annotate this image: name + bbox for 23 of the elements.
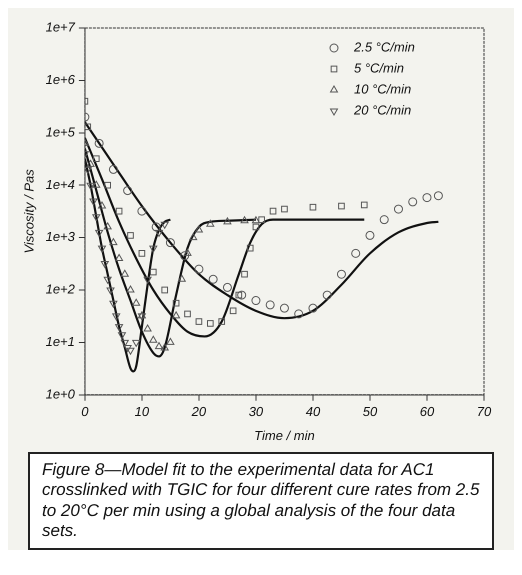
x-tick-label: 70 [476,404,492,420]
y-tick-label: 1e+7 [46,20,76,35]
x-tick-label: 20 [190,404,207,420]
y-tick-label: 1e+0 [46,386,76,402]
x-tick-label: 40 [306,404,321,420]
y-tick-label: 1e+2 [46,282,76,297]
legend-label: 2.5 °C/min [353,40,415,55]
y-tick-label: 1e+3 [46,229,76,244]
y-tick-label: 1e+6 [46,72,76,88]
x-tick-label: 30 [248,404,264,420]
y-tick-label: 1e+5 [46,124,76,140]
x-tick-label: 50 [362,404,378,420]
x-tick-label: 10 [134,404,150,420]
y-axis-title: Viscosity / Pas [21,168,36,254]
y-tick-label: 1e+1 [46,334,75,350]
x-tick-label: 0 [81,404,90,420]
legend-label: 5 °C/min [354,60,404,76]
x-axis-title: Time / min [254,428,315,443]
legend-label: 20 °C/min [353,102,412,118]
legend-label: 10 °C/min [354,82,412,97]
x-tick-label: 60 [420,404,435,420]
caption: Figure 8—Model fit to the experimental data for AC1 crosslinked with TGIC for four different cure rates from 2.5 to 20°C per min using a global analysis of the four data sets. [28,452,494,550]
y-tick-label: 1e+4 [46,176,75,192]
